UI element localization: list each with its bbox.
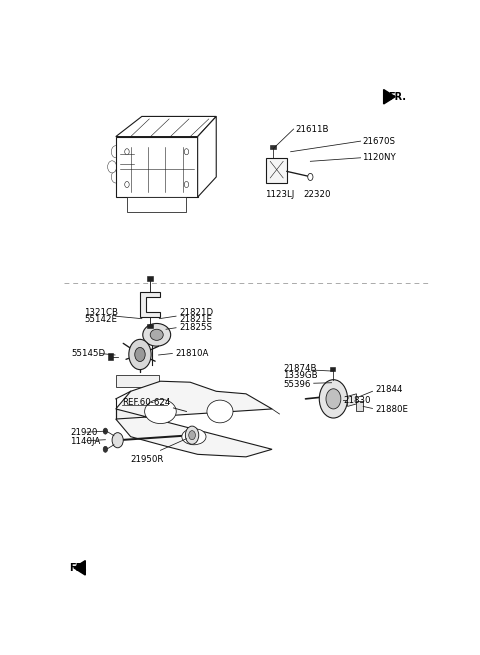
Text: 1140JA: 1140JA xyxy=(71,437,101,446)
Circle shape xyxy=(111,145,120,158)
Polygon shape xyxy=(116,137,198,197)
Polygon shape xyxy=(116,117,216,137)
Circle shape xyxy=(185,426,199,444)
Circle shape xyxy=(108,161,117,173)
Text: 21950R: 21950R xyxy=(130,455,163,464)
Text: 21810A: 21810A xyxy=(175,349,209,358)
Text: 21874B: 21874B xyxy=(283,364,317,373)
Text: 21920: 21920 xyxy=(71,428,98,437)
Circle shape xyxy=(103,446,108,453)
Circle shape xyxy=(129,339,151,369)
Circle shape xyxy=(111,171,120,183)
FancyBboxPatch shape xyxy=(330,367,335,371)
Text: 21880E: 21880E xyxy=(375,405,408,415)
Polygon shape xyxy=(348,394,357,406)
Circle shape xyxy=(184,149,189,155)
FancyBboxPatch shape xyxy=(147,276,153,281)
Circle shape xyxy=(308,174,313,181)
Polygon shape xyxy=(116,409,160,419)
Text: FR.: FR. xyxy=(69,563,87,573)
Text: 21844: 21844 xyxy=(375,385,403,394)
Polygon shape xyxy=(198,117,216,197)
Circle shape xyxy=(125,181,129,187)
Text: 1321CB: 1321CB xyxy=(84,308,118,317)
Polygon shape xyxy=(74,561,85,575)
Circle shape xyxy=(135,347,145,362)
Polygon shape xyxy=(116,375,158,387)
Ellipse shape xyxy=(144,400,176,424)
FancyBboxPatch shape xyxy=(108,354,113,360)
Text: 21821E: 21821E xyxy=(179,315,212,324)
Text: FR.: FR. xyxy=(388,92,406,102)
Text: 1339GB: 1339GB xyxy=(283,371,318,380)
Ellipse shape xyxy=(150,329,163,341)
Polygon shape xyxy=(116,381,272,457)
Ellipse shape xyxy=(207,400,233,423)
Text: 55142E: 55142E xyxy=(84,315,117,324)
Text: 55396: 55396 xyxy=(283,381,311,389)
Ellipse shape xyxy=(182,428,206,445)
Text: 22320: 22320 xyxy=(303,189,330,198)
Text: 21611B: 21611B xyxy=(295,124,329,134)
Text: 55145D: 55145D xyxy=(71,349,105,358)
Polygon shape xyxy=(357,402,363,411)
Text: 21830: 21830 xyxy=(344,396,371,405)
Text: 21670S: 21670S xyxy=(362,137,395,145)
Polygon shape xyxy=(384,90,395,104)
Circle shape xyxy=(189,430,195,440)
Ellipse shape xyxy=(143,324,171,346)
FancyBboxPatch shape xyxy=(270,145,276,149)
Text: 21825S: 21825S xyxy=(179,324,212,332)
Text: REF.60-624: REF.60-624 xyxy=(122,398,171,407)
Circle shape xyxy=(326,389,341,409)
Polygon shape xyxy=(140,292,160,317)
Circle shape xyxy=(319,380,348,418)
Circle shape xyxy=(112,433,123,448)
Text: 1123LJ: 1123LJ xyxy=(264,189,294,198)
Circle shape xyxy=(103,428,108,434)
Circle shape xyxy=(184,181,189,187)
Circle shape xyxy=(125,149,129,155)
Text: 1120NY: 1120NY xyxy=(362,153,396,162)
Polygon shape xyxy=(127,197,186,212)
Text: 21821D: 21821D xyxy=(179,308,213,317)
Polygon shape xyxy=(266,158,287,183)
FancyBboxPatch shape xyxy=(147,324,153,328)
